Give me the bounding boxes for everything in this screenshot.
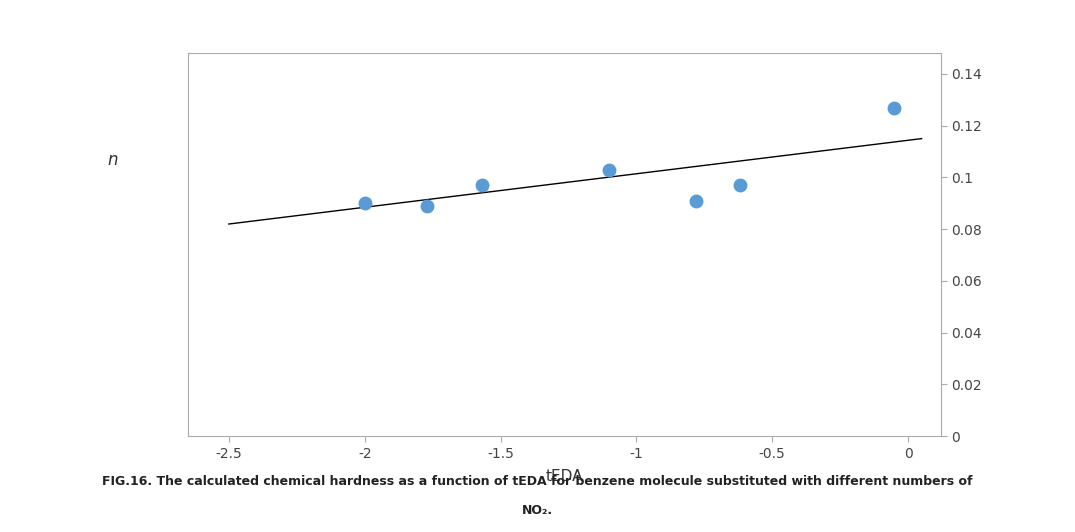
Point xyxy=(356,199,373,207)
Text: n: n xyxy=(108,152,118,170)
X-axis label: tEDA: tEDA xyxy=(546,469,583,484)
Point xyxy=(473,181,490,189)
Text: FIG.16. The calculated chemical hardness as a function of tEDA for benzene molec: FIG.16. The calculated chemical hardness… xyxy=(102,475,973,488)
Point xyxy=(688,196,705,205)
Point xyxy=(601,165,618,174)
Point xyxy=(886,103,903,112)
Point xyxy=(731,181,748,189)
Text: NO₂.: NO₂. xyxy=(522,504,553,517)
Point xyxy=(418,202,435,210)
